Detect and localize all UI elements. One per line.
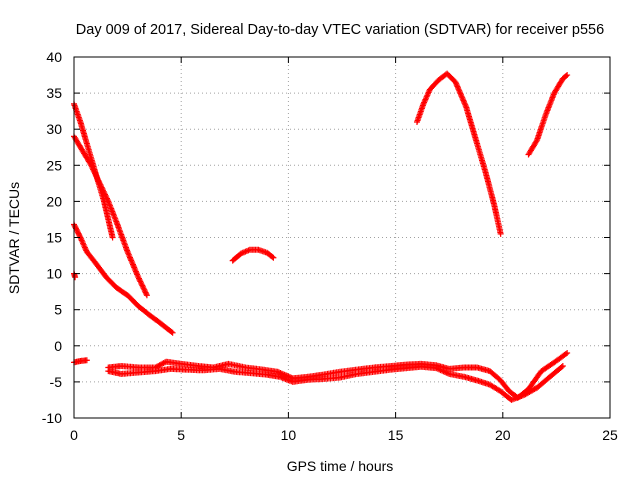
data-point [169,329,176,336]
data-point [564,72,571,79]
x-tick-label: 25 [602,427,618,443]
y-tick-label: 5 [54,302,62,318]
y-tick-label: -5 [50,374,63,390]
data-point [270,254,277,261]
x-tick-label: 10 [281,427,297,443]
y-tick-label: 35 [46,85,62,101]
data-point [269,253,276,260]
y-tick-label: -10 [42,410,62,426]
series-arc-2 [71,133,150,299]
y-tick-label: 20 [46,193,62,209]
data-point [72,274,79,281]
data-point [558,364,565,370]
data-point [564,350,571,357]
x-tick-label: 0 [70,427,78,443]
x-tick-label: 20 [495,427,511,443]
x-axis-label: GPS time / hours [287,458,394,474]
series-arc-10 [105,363,566,403]
grid [74,57,610,418]
series-arc-8 [71,357,90,366]
data-point [143,292,150,299]
data-point [138,281,145,288]
data-point [497,230,504,237]
y-tick-label: 10 [46,266,62,282]
data-point [559,363,566,370]
data-point [563,73,569,79]
axis-ticks: 0 5 10 15 20 25 -10 -5 0 5 10 15 20 25 30 35 40 [42,49,618,443]
series-arc-5 [229,246,277,264]
series-arc-7 [525,72,571,158]
y-tick-label: 30 [46,121,62,137]
y-tick-label: 0 [54,338,62,354]
data-point [90,167,97,174]
series-arc-6 [414,70,504,237]
data-point [102,191,108,198]
y-tick-label: 15 [46,230,62,246]
chart-title: Day 009 of 2017, Sidereal Day-to-day VTE… [76,22,604,38]
x-tick-label: 5 [177,427,185,443]
y-tick-label: 40 [46,49,62,65]
series-arc-9 [105,350,571,401]
data-point [109,234,116,241]
data-point [168,328,175,335]
y-tick-label: 25 [46,157,62,173]
x-tick-label: 15 [388,427,404,443]
data-point [533,138,540,145]
y-axis-label: SDTVAR / TECUs [6,182,22,294]
data-layer [71,70,571,403]
data-point [562,351,569,357]
data-point [143,290,150,297]
series-arc-3 [71,221,176,336]
series-arc-4 [71,270,79,281]
data-point [83,357,90,364]
